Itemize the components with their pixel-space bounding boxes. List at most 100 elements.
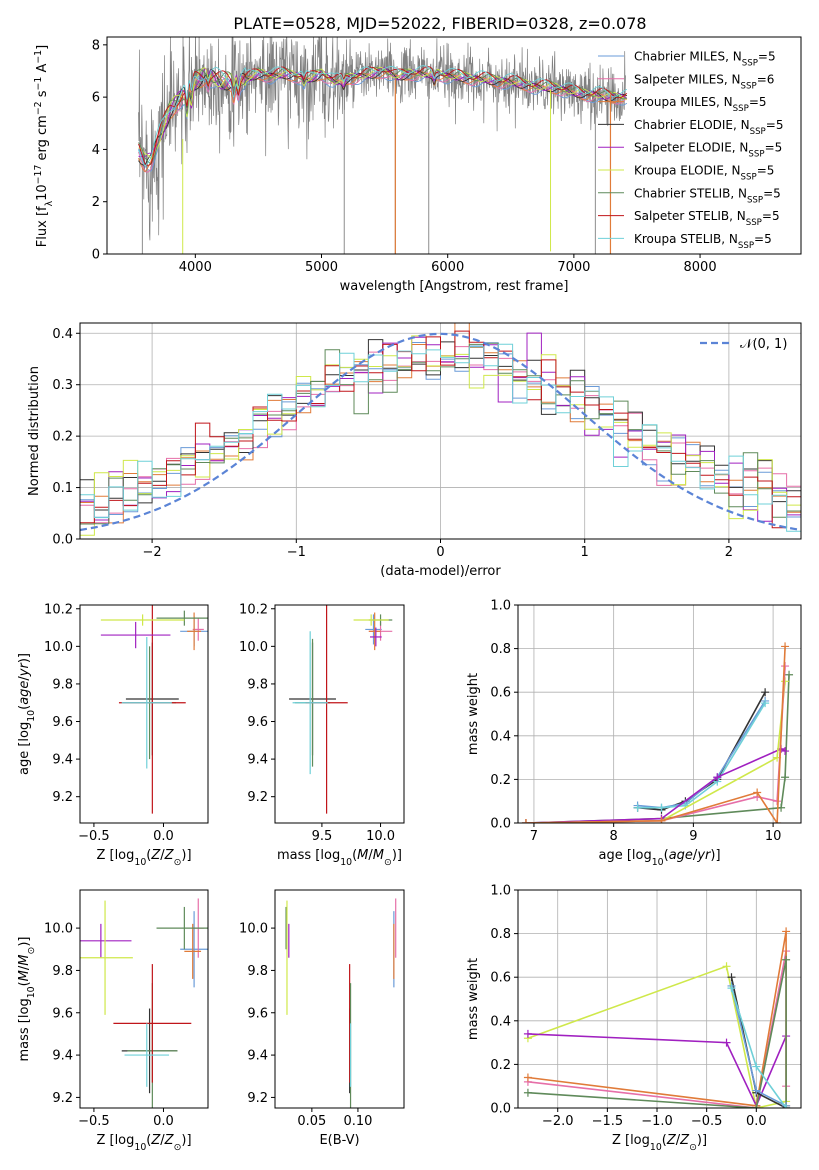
errorbar-point (187, 612, 202, 651)
x-tick-label: 2 (725, 545, 733, 560)
legend-label: Kroupa STELIB, NSSP=5 (634, 232, 772, 251)
y-tick-label: 0.1 (52, 481, 73, 496)
y-tick-label: 9.8 (247, 964, 268, 979)
weight-marker (523, 1029, 532, 1038)
errorbar-point (124, 1023, 170, 1087)
x-tick-label: 0 (436, 545, 444, 560)
y-tick-label: 10.0 (239, 640, 268, 655)
weight-marker (752, 1104, 761, 1108)
x-axis-label: Z [log10(Z/Z⊙)] (96, 1133, 191, 1153)
x-tick-label: 6000 (431, 260, 464, 275)
legend-label: Salpeter STELIB, NSSP=5 (634, 209, 780, 228)
y-tick-label: 0.3 (52, 378, 73, 393)
legend-label: Salpeter ELODIE, NSSP=5 (634, 141, 782, 160)
weight-marker (782, 955, 791, 964)
model-spectrum-line (138, 66, 627, 159)
axes-frame (274, 604, 405, 824)
x-axis-label: wavelength [Angstrom, rest frame] (340, 279, 569, 294)
y-tick-label: 0.0 (490, 817, 511, 832)
y-tick-label: 10.0 (44, 922, 73, 937)
weight-marker (722, 962, 731, 971)
x-axis-label: Z [log10(Z/Z⊙)] (612, 1133, 707, 1153)
x-tick-label: −0.5 (691, 1114, 723, 1129)
plot-area (138, 37, 628, 254)
weight-marker (761, 699, 770, 708)
errorbar-point (156, 610, 208, 626)
weight-marker (633, 803, 642, 812)
weight-marker (781, 773, 790, 782)
y-tick-label: 6 (92, 91, 100, 106)
weight-marker (727, 984, 736, 993)
model-spectrum-line (138, 71, 627, 172)
weight-line (527, 959, 787, 1108)
x-axis-label: age [log10(age/yr)] (598, 848, 720, 868)
y-tick-label: 9.6 (52, 715, 73, 730)
weight-line (525, 748, 786, 823)
plot-area (100, 605, 208, 814)
x-tick-label: −2 (143, 545, 162, 560)
x-tick-label: −2.0 (542, 1114, 574, 1129)
legend-label: Chabrier MILES, NSSP=5 (634, 50, 776, 69)
y-tick-label: 0.6 (490, 971, 511, 986)
weight-marker (773, 819, 782, 823)
legend-label: Salpeter MILES, NSSP=6 (634, 72, 774, 91)
panel-mass_weight_vs_age: 7 8 9 10 0.0 0.2 0.4 0.6 0.8 1.0 age [log10(age/yr… (466, 599, 802, 868)
y-tick-label: 1.0 (490, 884, 511, 899)
y-tick-label: 9.4 (52, 753, 73, 768)
y-tick-label: 9.4 (247, 753, 268, 768)
weight-line (527, 1033, 787, 1108)
y-tick-label: 1.0 (490, 599, 511, 614)
plot-area (289, 605, 393, 814)
weight-line (525, 681, 786, 823)
y-tick-label: 9.4 (247, 1049, 268, 1064)
x-tick-label: −1.0 (641, 1114, 673, 1129)
weight-line (637, 691, 766, 811)
y-tick-label: 0.0 (490, 1102, 511, 1117)
weight-marker (753, 788, 762, 797)
weight-marker (523, 1088, 532, 1097)
panel-spectrum: 4000 5000 6000 7000 8000 0 2 4 6 8 wavelength [Ang… (33, 36, 802, 294)
y-tick-label: 10.2 (239, 602, 268, 617)
x-axis-label: Z [log10(Z/Z⊙)] (96, 848, 191, 868)
legend-label: Chabrier STELIB, NSSP=5 (634, 186, 781, 205)
errorbar-point (113, 964, 192, 1083)
y-tick-label: 10.0 (239, 922, 268, 937)
plot-area (80, 323, 801, 536)
x-tick-label: −0.5 (78, 1114, 110, 1129)
weight-line (637, 702, 766, 809)
axes-frame (106, 36, 802, 255)
legend-label: Kroupa ELODIE, NSSP=5 (634, 164, 774, 183)
plot-area (80, 898, 208, 1108)
x-tick-label: 0.0 (153, 1114, 174, 1129)
weight-line (637, 700, 766, 809)
axes-frame (517, 604, 802, 824)
y-tick-label: 9.2 (52, 1091, 73, 1106)
y-axis-label: Normed distribution (27, 366, 42, 496)
x-tick-label: 8000 (684, 260, 717, 275)
x-tick-label: 7 (530, 829, 538, 844)
weight-marker (785, 670, 794, 679)
y-tick-label: 10.2 (44, 602, 73, 617)
legend-label: Kroupa MILES, NSSP=5 (634, 95, 767, 114)
legend-label: 𝒩(0, 1) (740, 337, 787, 352)
errorbar-point (80, 923, 132, 958)
weight-line (525, 665, 786, 823)
errorbar-point (156, 906, 208, 950)
panel-age_vs_Z: −0.5 0.0 9.2 9.4 9.6 9.8 10.0 10.2 Z [log10(Z/Z⊙… (17, 602, 209, 868)
y-tick-label: 9.8 (52, 677, 73, 692)
axes-frame (79, 604, 209, 824)
y-tick-label: 8 (92, 38, 100, 53)
y-tick-label: 9.2 (247, 1091, 268, 1106)
legend: 𝒩(0, 1) (700, 337, 787, 352)
weight-marker (782, 1104, 791, 1108)
legend-label: Chabrier ELODIE, NSSP=5 (634, 118, 783, 137)
weight-marker (752, 1062, 761, 1071)
weight-line (525, 674, 790, 823)
weight-marker (781, 747, 790, 756)
y-tick-label: 0.2 (490, 1058, 511, 1073)
y-tick-label: 0.2 (490, 773, 511, 788)
errorbar-point (365, 614, 382, 645)
panel-mass_vs_Z: −0.5 0.0 9.2 9.4 9.6 9.8 10.0 Z [log10(Z/Z⊙)] ma… (17, 889, 209, 1153)
weight-marker (657, 803, 666, 812)
x-axis-label: E(B-V) (319, 1133, 359, 1148)
